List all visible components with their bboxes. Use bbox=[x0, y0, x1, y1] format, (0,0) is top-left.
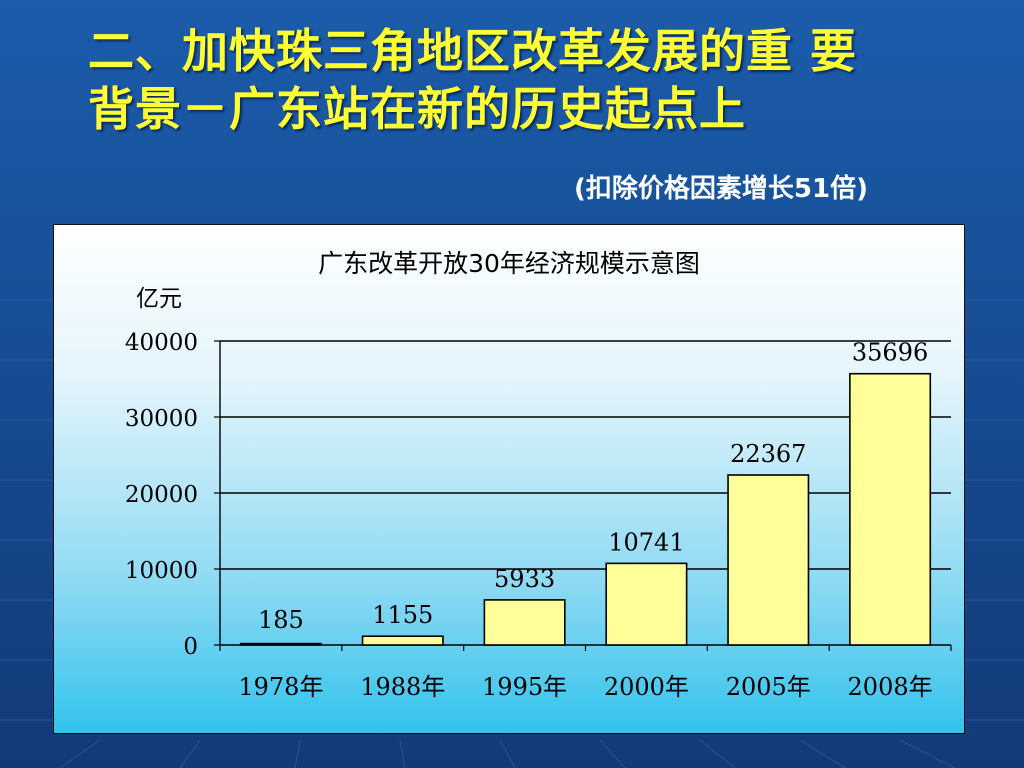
y-tick-label: 20000 bbox=[125, 482, 198, 508]
data-labels: 185 1978年 1155 1988年 5933 1995年 10741 2000年 2236… bbox=[238, 339, 932, 701]
chart-panel: 广东改革开放30年经济规模示意图 亿元 0 10000 20000 30000 4000… bbox=[53, 224, 965, 734]
bar-chart: 广东改革开放30年经济规模示意图 亿元 0 10000 20000 30000 4000… bbox=[125, 249, 952, 701]
slide-title-line2: 背景－广东站在新的历史起点上 bbox=[88, 82, 746, 136]
data-label: 5933 bbox=[494, 565, 555, 593]
bar bbox=[727, 474, 810, 646]
axes: 0 10000 20000 30000 40000 bbox=[125, 330, 952, 660]
data-label: 10741 bbox=[608, 528, 684, 556]
y-tick-label: 10000 bbox=[125, 558, 198, 584]
x-tick-label: 2000年 bbox=[604, 673, 689, 701]
x-tick-label: 1995年 bbox=[482, 673, 567, 701]
data-label: 35696 bbox=[852, 339, 928, 367]
bars bbox=[239, 372, 932, 646]
data-label: 1155 bbox=[372, 601, 433, 629]
slide-title-line1: 二、加快珠三角地区改革发展的重 要 bbox=[88, 24, 858, 78]
chart-title: 广东改革开放30年经济规模示意图 bbox=[318, 249, 700, 278]
x-tick-label: 1988年 bbox=[360, 673, 445, 701]
gridlines bbox=[220, 340, 951, 570]
slide-title: 二、加快珠三角地区改革发展的重 要 背景－广东站在新的历史起点上 bbox=[88, 22, 988, 138]
bar bbox=[605, 562, 688, 646]
bar bbox=[849, 372, 932, 646]
y-tick-label: 40000 bbox=[125, 330, 198, 356]
x-tick-label: 1978年 bbox=[238, 673, 323, 701]
x-tick-label: 2008年 bbox=[848, 673, 933, 701]
y-tick-label: 30000 bbox=[125, 406, 198, 432]
data-label: 22367 bbox=[730, 440, 806, 468]
y-unit-label: 亿元 bbox=[136, 286, 182, 312]
bar bbox=[483, 599, 566, 646]
slide-subtitle: (扣除价格因素增长51倍) bbox=[574, 174, 868, 204]
y-tick-label: 0 bbox=[183, 634, 198, 660]
x-tick-label: 2005年 bbox=[726, 673, 811, 701]
data-label: 185 bbox=[258, 606, 304, 634]
bar bbox=[361, 635, 444, 646]
bar bbox=[239, 642, 322, 646]
